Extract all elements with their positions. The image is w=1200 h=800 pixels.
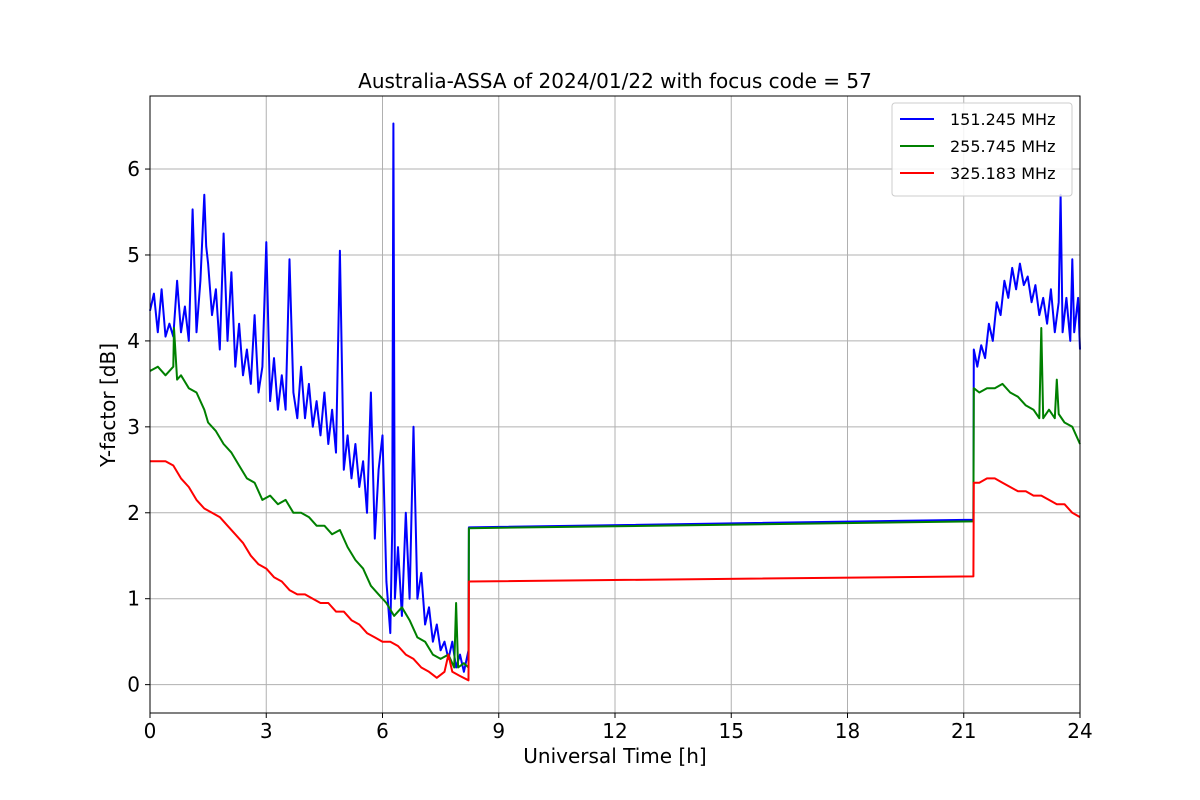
legend-box	[891, 102, 1073, 197]
series-line-2	[149, 327, 1081, 669]
x-axis: 0 3 6 9 12 15 18 21 24	[144, 713, 1093, 743]
x-tick-label: 18	[835, 719, 860, 743]
y-tick-label: 6	[127, 157, 140, 181]
y-axis-label: Y-factor [dB]	[96, 343, 120, 468]
y-tick-label: 4	[127, 329, 140, 353]
x-tick-label: 3	[260, 719, 273, 743]
x-axis-label: Universal Time [h]	[523, 744, 706, 768]
x-tick-label: 9	[492, 719, 505, 743]
y-tick-label: 1	[127, 587, 140, 611]
series-layer	[149, 122, 1081, 682]
y-tick-label: 0	[127, 673, 140, 697]
y-tick-label: 5	[127, 243, 140, 267]
x-tick-label: 21	[951, 719, 976, 743]
series-line-3	[150, 460, 1081, 682]
x-tick-label: 12	[602, 719, 627, 743]
y-tick-label: 3	[127, 415, 140, 439]
x-tick-label: 6	[376, 719, 389, 743]
legend-label: 325.183 MHz	[950, 164, 1055, 183]
x-tick-label: 15	[719, 719, 744, 743]
x-tick-label: 0	[144, 719, 157, 743]
chart-title: Australia-ASSA of 2024/01/22 with focus …	[358, 69, 872, 93]
legend-label: 151.245 MHz	[950, 110, 1055, 129]
y-axis: 0 1 2 3 4 5 6	[127, 157, 150, 697]
legend: 151.245 MHz 255.745 MHz 325.183 MHz	[891, 102, 1073, 197]
legend-label: 255.745 MHz	[950, 137, 1055, 156]
x-tick-label: 24	[1067, 719, 1092, 743]
series-line-1	[149, 122, 1081, 673]
y-tick-label: 2	[127, 501, 140, 525]
